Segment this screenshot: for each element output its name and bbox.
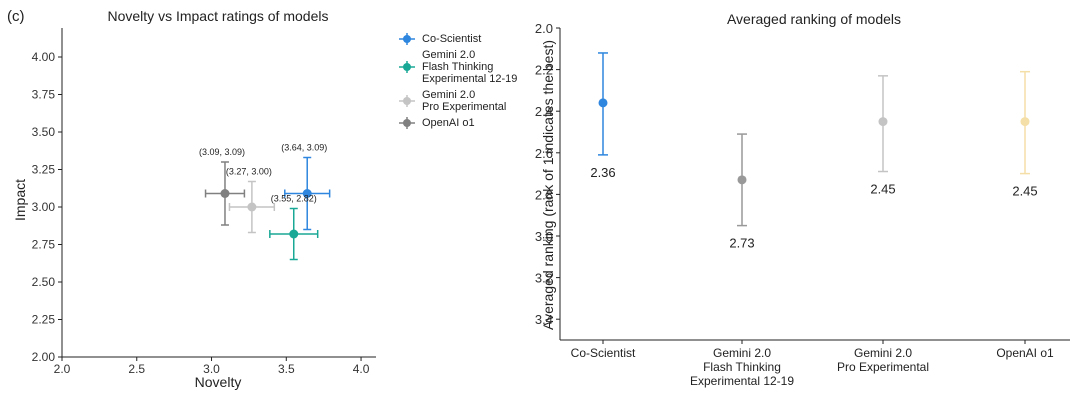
- right-y-tick-label: 3.2: [535, 271, 553, 286]
- left-y-axis-label: Impact: [12, 179, 28, 221]
- right-y-axis-label: Averaged ranking (rank of 1 indicates th…: [540, 40, 556, 330]
- legend-item: OpenAI o1: [398, 117, 517, 129]
- ranking-value-label: 2.73: [729, 236, 754, 251]
- left-y-tick-label: 3.00: [32, 200, 56, 214]
- left-x-tick-label: 3.0: [203, 362, 220, 376]
- ranking-point-group: [598, 52, 608, 156]
- ranking-point: [878, 117, 888, 127]
- right-chart-title: Averaged ranking of models: [727, 11, 901, 27]
- right-x-tick-label-line: Experimental 12-19: [690, 374, 794, 388]
- right-y-tick-label: 2.0: [535, 21, 553, 36]
- right-y-tick-label: 3.0: [535, 229, 553, 244]
- scatter-point: [289, 229, 299, 239]
- left-x-tick-label: 2.5: [128, 362, 145, 376]
- ranking-point: [1020, 117, 1030, 127]
- right-x-tick-label-line: Gemini 2.0: [854, 346, 912, 360]
- scatter-point-group: [284, 156, 331, 231]
- left-y-tick-label: 2.50: [32, 275, 56, 289]
- right-x-tick-label-line: Gemini 2.0: [713, 346, 771, 360]
- left-y-tick-label: 2.00: [32, 350, 56, 364]
- right-x-tick-label: Co-Scientist: [571, 346, 636, 360]
- right-x-tick-label-line: Flash Thinking: [703, 360, 781, 374]
- point-annotation: (3.27, 3.00): [226, 167, 272, 177]
- left-x-axis-label: Novelty: [195, 374, 242, 390]
- right-x-tick-label: Gemini 2.0 Flash Thinking Experimental 12-…: [690, 346, 794, 388]
- ranking-value-label: 2.45: [870, 182, 895, 197]
- scatter-point: [302, 189, 312, 198]
- scatter-point-group: [228, 180, 276, 234]
- scatter-point: [247, 202, 257, 212]
- point-annotation: (3.64, 3.09): [281, 143, 327, 153]
- left-y-tick-label: 4.00: [32, 50, 56, 64]
- ranking-point: [598, 98, 608, 108]
- ranking-point-group: [878, 75, 888, 173]
- left-y-tick-label: 3.75: [32, 88, 56, 102]
- legend-item: Co-Scientist: [398, 33, 517, 45]
- right-y-tick-label: 2.6: [535, 146, 553, 161]
- left-y-tick-label: 2.25: [32, 313, 56, 327]
- legend-marker-icon: [399, 95, 415, 107]
- right-x-tick-label-line: Pro Experimental: [837, 360, 929, 374]
- legend-label: OpenAI o1: [422, 117, 475, 129]
- right-x-tick-label: OpenAI o1: [996, 346, 1054, 360]
- legend: Co-Scientist Gemini 2.0 Flash Thinking Ex…: [398, 33, 517, 133]
- legend-item: Gemini 2.0 Pro Experimental: [398, 89, 517, 113]
- ranking-value-label: 2.45: [1012, 184, 1037, 199]
- scatter-point-group: [269, 207, 319, 261]
- ranking-point-group: [737, 133, 747, 227]
- legend-label: Gemini 2.0 Flash Thinking Experimental 1…: [422, 49, 518, 85]
- left-y-tick-label: 3.25: [32, 163, 56, 177]
- left-y-tick-label: 2.75: [32, 238, 56, 252]
- left-chart-title: Novelty vs Impact ratings of models: [108, 8, 329, 24]
- left-x-tick-label: 2.0: [54, 362, 71, 376]
- point-annotation: (3.55, 2.82): [271, 194, 317, 204]
- legend-marker-icon: [399, 117, 415, 129]
- right-y-tick-label: 2.4: [535, 104, 553, 119]
- ranking-value-label: 2.36: [590, 165, 615, 180]
- legend-marker-icon: [399, 61, 415, 73]
- ranking-point-group: [1020, 70, 1030, 175]
- left-x-tick-label: 3.5: [278, 362, 295, 376]
- legend-marker-icon: [399, 33, 415, 45]
- legend-label: Gemini 2.0 Pro Experimental: [422, 89, 507, 113]
- right-y-tick-label: 2.8: [535, 187, 553, 202]
- left-y-tick-label: 3.50: [32, 125, 56, 139]
- legend-item: Gemini 2.0 Flash Thinking Experimental 1…: [398, 49, 517, 85]
- left-x-tick-label: 4.0: [353, 362, 370, 376]
- scatter-point-group: [204, 161, 246, 226]
- scatter-point: [220, 189, 230, 198]
- point-annotation: (3.09, 3.09): [199, 147, 245, 157]
- right-y-tick-label: 2.2: [535, 63, 553, 78]
- ranking-point: [737, 175, 747, 185]
- legend-label: Co-Scientist: [422, 33, 482, 45]
- panel-label: (c): [7, 8, 25, 25]
- right-y-tick-label: 3.4: [535, 312, 553, 327]
- right-x-tick-label: Gemini 2.0 Pro Experimental: [837, 346, 929, 374]
